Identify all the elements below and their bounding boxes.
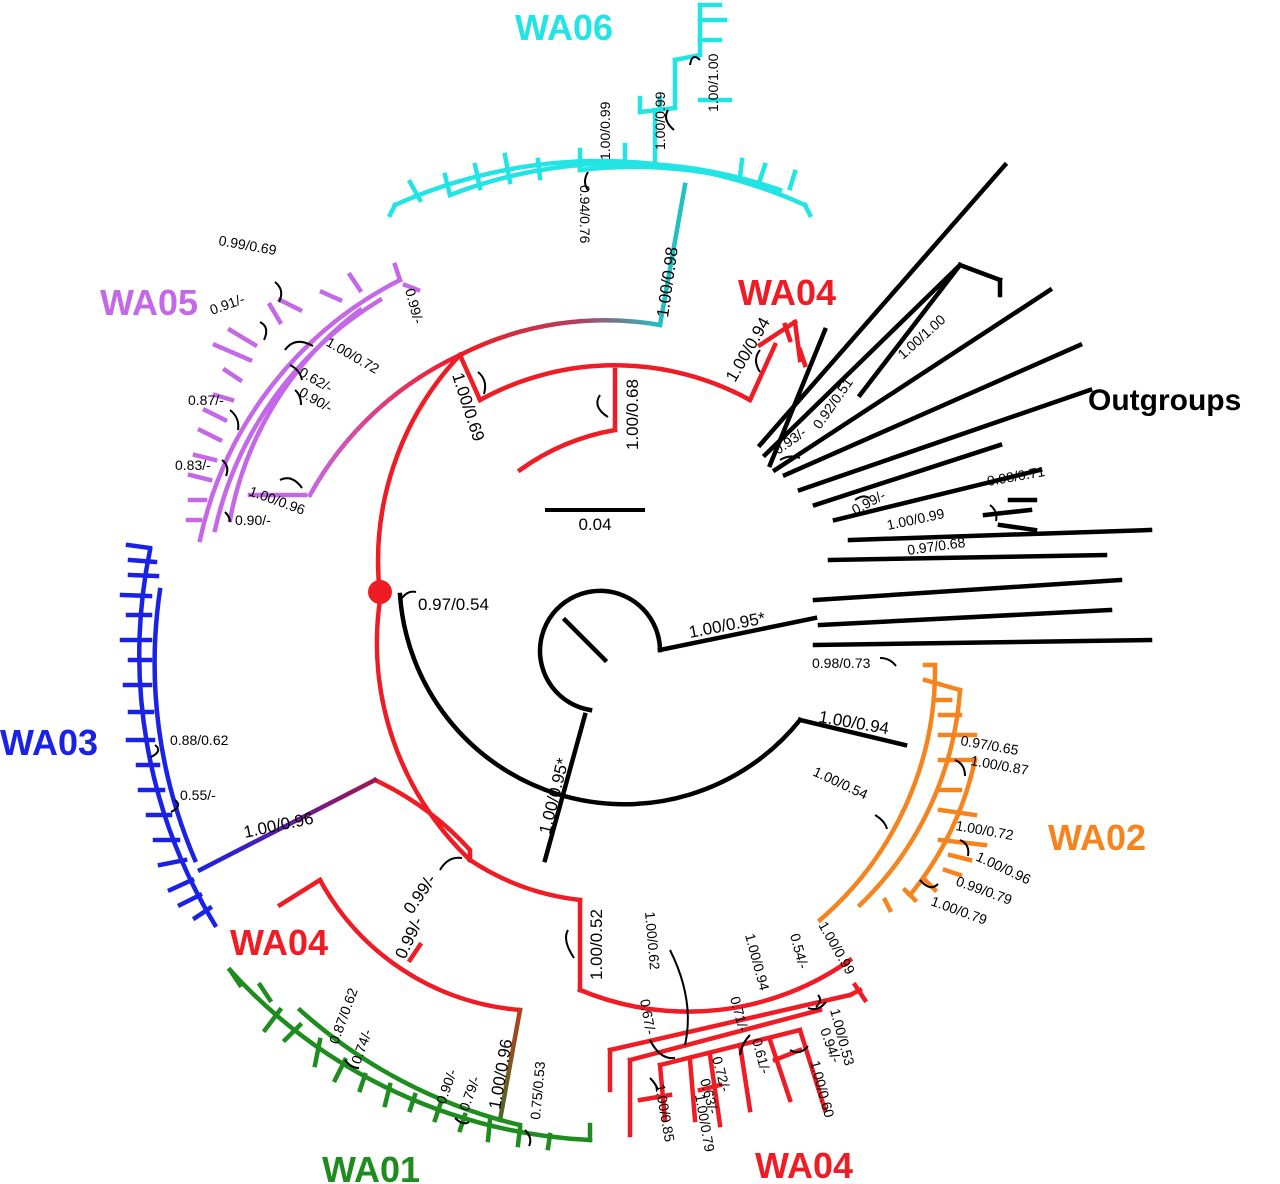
- clade-outgroups: [756, 161, 1153, 648]
- support-value: 1.00/0.98: [653, 246, 682, 319]
- clade-labels: WA06 WA05 WA04 WA03 WA04 WA02 WA01 WA04 …: [0, 7, 1241, 1184]
- support-value: 1.00/0.94: [722, 314, 774, 385]
- support-value: 1.00/0.99: [885, 505, 946, 533]
- label-wa02: WA02: [1048, 817, 1146, 858]
- clade-wa06: [386, 2, 814, 219]
- support-value: 0.67/-: [637, 998, 659, 1036]
- support-value: 1.00/0.99: [652, 91, 668, 150]
- clade-wa04-bottom: [607, 981, 869, 1138]
- support-value: 1.00/0.96: [242, 809, 315, 842]
- support-value: 1.00/1.00: [705, 53, 721, 112]
- clade-wa04-top: [756, 318, 808, 368]
- support-value: 0.97/0.54: [418, 595, 489, 614]
- support-value: 0.54/-: [787, 932, 812, 971]
- support-value: 0.97/0.65: [959, 732, 1019, 758]
- support-value: 0.88/0.62: [170, 732, 229, 748]
- root-node-marker: [368, 580, 392, 604]
- label-wa04-top: WA04: [738, 272, 836, 313]
- support-value: 0.74/-: [348, 1027, 375, 1066]
- scale-bar: 0.04: [545, 508, 645, 534]
- support-value: 0.90/-: [433, 1067, 460, 1106]
- support-value: 0.79/-: [456, 1074, 483, 1113]
- support-value: 1.00/0.87: [969, 752, 1029, 778]
- support-value: 0.99/-: [391, 914, 427, 961]
- support-value: 1.00/0.94: [742, 932, 773, 993]
- support-value: 1.00/0.96: [485, 1038, 516, 1111]
- label-wa03: WA03: [0, 722, 98, 763]
- label-wa01: WA01: [322, 1149, 420, 1184]
- support-value: 0.98/0.71: [986, 463, 1046, 489]
- support-value: 0.83/-: [175, 457, 211, 473]
- support-value: 0.90/-: [235, 512, 271, 528]
- clade-wa01: [226, 966, 593, 1151]
- support-values: 0.97/0.54 1.00/0.95* 1.00/0.95* 1.00/0.6…: [170, 53, 1046, 1153]
- clade-wa05: [185, 262, 421, 543]
- support-value: 1.00/0.99: [597, 101, 613, 160]
- support-value: 1.00/0.68: [623, 379, 642, 450]
- support-value: 1.00/0.52: [587, 909, 606, 980]
- clade-wa03: [119, 542, 219, 929]
- label-outgroups: Outgroups: [1088, 384, 1241, 417]
- support-value: 1.00/0.62: [642, 911, 663, 971]
- support-value: 1.00/0.72: [324, 334, 383, 377]
- support-value: 0.98/0.73: [812, 655, 871, 671]
- support-value: 0.94/0.76: [577, 185, 593, 244]
- support-value: 1.00/0.85: [652, 1083, 678, 1143]
- support-value: 0.55/-: [180, 787, 216, 803]
- clade-wa02: [816, 662, 988, 924]
- support-value: 0.91/-: [208, 290, 247, 317]
- support-value: 0.99/-: [402, 287, 427, 326]
- support-value: 0.99/-: [400, 871, 441, 918]
- label-wa05: WA05: [100, 282, 198, 323]
- support-value: 0.75/0.53: [527, 1060, 548, 1120]
- support-value: 0.87/-: [188, 392, 224, 408]
- support-arrows: [150, 55, 998, 1147]
- support-value: 1.00/0.54: [811, 763, 871, 802]
- support-value: 0.99/0.69: [217, 232, 277, 258]
- scale-bar-label: 0.04: [578, 515, 611, 534]
- backbone: [196, 182, 908, 1123]
- label-wa04-bottom: WA04: [755, 1145, 853, 1184]
- label-wa04-left: WA04: [230, 922, 328, 963]
- support-value: 1.00/0.72: [954, 817, 1014, 843]
- support-value: 0.71/-: [727, 995, 752, 1034]
- support-value: 1.00/0.79: [929, 893, 990, 928]
- support-value: 1.00/0.69: [448, 370, 488, 443]
- support-value: 1.00/0.60: [807, 1059, 838, 1120]
- label-wa06: WA06: [515, 7, 613, 48]
